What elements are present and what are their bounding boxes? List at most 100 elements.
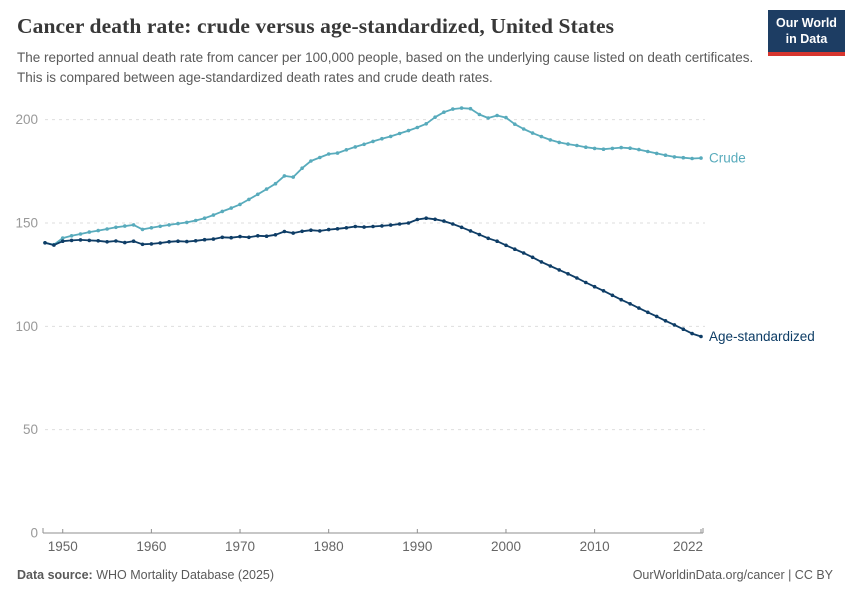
series-point-crude-2005 xyxy=(548,138,553,142)
series-end-label-crude: Crude xyxy=(709,151,746,166)
series-point-age-standardized-1956 xyxy=(114,239,118,243)
series-point-crude-1986 xyxy=(380,136,384,141)
series-point-age-standardized-1964 xyxy=(185,239,189,244)
series-point-age-standardized-1966 xyxy=(202,237,207,242)
series-point-age-standardized-1982 xyxy=(344,226,349,230)
series-point-crude-2001 xyxy=(513,122,517,126)
series-point-crude-1965 xyxy=(193,218,198,223)
series-point-age-standardized-2017 xyxy=(654,314,659,319)
series-point-age-standardized-2016 xyxy=(646,310,650,315)
data-source-label: Data source: xyxy=(17,568,93,582)
series-point-age-standardized-1963 xyxy=(176,239,180,243)
series-point-age-standardized-1953 xyxy=(87,238,92,243)
series-point-age-standardized-1995 xyxy=(459,225,464,230)
series-point-crude-2020 xyxy=(681,155,686,160)
series-point-crude-1979 xyxy=(318,155,322,160)
logo-line-2: in Data xyxy=(785,31,828,46)
series-point-age-standardized-1999 xyxy=(495,239,499,243)
series-point-age-standardized-1994 xyxy=(451,222,455,226)
series-point-crude-2012 xyxy=(610,146,615,151)
series-point-age-standardized-1951 xyxy=(69,238,74,243)
series-point-age-standardized-2015 xyxy=(637,306,641,310)
series-point-age-standardized-1996 xyxy=(468,229,473,233)
series-point-crude-1971 xyxy=(247,197,251,202)
series-point-crude-2021 xyxy=(690,156,694,161)
series-point-crude-2002 xyxy=(521,127,526,131)
series-point-crude-2013 xyxy=(619,145,623,150)
series-point-crude-2009 xyxy=(584,145,588,149)
series-point-age-standardized-1959 xyxy=(140,242,145,247)
series-point-age-standardized-1971 xyxy=(247,235,251,240)
series-point-age-standardized-1968 xyxy=(220,235,225,240)
series-point-crude-2018 xyxy=(663,153,668,157)
series-point-crude-1978 xyxy=(309,159,313,163)
series-point-crude-2016 xyxy=(646,149,650,154)
series-point-crude-2000 xyxy=(504,115,508,120)
series-point-crude-1957 xyxy=(123,224,127,228)
x-tick-label-1990: 1990 xyxy=(402,539,432,554)
series-point-crude-1963 xyxy=(176,221,180,226)
series-point-age-standardized-2008 xyxy=(575,276,579,280)
series-point-crude-1960 xyxy=(149,226,154,230)
series-point-age-standardized-1989 xyxy=(406,221,411,225)
series-point-crude-2004 xyxy=(539,134,544,139)
series-point-age-standardized-1979 xyxy=(318,229,322,233)
series-point-age-standardized-2020 xyxy=(681,327,686,332)
series-point-age-standardized-2012 xyxy=(610,293,615,298)
series-point-age-standardized-1972 xyxy=(255,234,260,238)
chart-header: Cancer death rate: crude versus age-stan… xyxy=(17,14,833,87)
series-point-age-standardized-1960 xyxy=(149,242,154,246)
series-point-age-standardized-2004 xyxy=(539,260,544,264)
series-point-age-standardized-1990 xyxy=(415,217,420,222)
series-point-crude-1987 xyxy=(388,134,393,139)
series-point-crude-2014 xyxy=(628,146,632,150)
series-point-age-standardized-2001 xyxy=(513,247,517,251)
series-point-age-standardized-1980 xyxy=(326,227,331,232)
series-point-crude-1966 xyxy=(202,216,207,220)
series-point-age-standardized-1993 xyxy=(442,219,446,223)
series-point-age-standardized-2010 xyxy=(592,284,597,289)
series-point-crude-1975 xyxy=(282,174,287,178)
x-tick-label-2000: 2000 xyxy=(491,539,521,554)
series-point-crude-2007 xyxy=(566,142,570,146)
series-point-age-standardized-1981 xyxy=(335,227,340,231)
series-point-crude-1964 xyxy=(185,220,189,225)
series-point-age-standardized-1978 xyxy=(309,228,313,232)
series-point-age-standardized-1988 xyxy=(397,222,402,226)
series-point-age-standardized-1986 xyxy=(380,224,384,228)
series-point-crude-1952 xyxy=(78,232,83,236)
series-point-age-standardized-1984 xyxy=(362,225,366,229)
series-point-age-standardized-1998 xyxy=(486,236,491,241)
series-point-crude-1977 xyxy=(300,166,304,170)
series-point-crude-1983 xyxy=(353,145,358,149)
series-point-age-standardized-1973 xyxy=(264,234,269,238)
series-point-crude-1969 xyxy=(229,206,233,210)
y-tick-label-0: 0 xyxy=(30,526,38,541)
series-end-label-age-standardized: Age-standardized xyxy=(709,329,815,344)
series-point-age-standardized-2022 xyxy=(699,334,703,339)
data-source: Data source: WHO Mortality Database (202… xyxy=(17,568,274,582)
series-point-crude-2011 xyxy=(601,147,606,151)
series-point-crude-1968 xyxy=(220,209,225,214)
series-point-crude-1976 xyxy=(291,175,296,179)
series-point-crude-1990 xyxy=(415,125,420,130)
series-point-crude-1953 xyxy=(87,230,92,234)
series-point-crude-1992 xyxy=(433,115,437,119)
series-point-age-standardized-1961 xyxy=(158,241,162,245)
series-point-age-standardized-1955 xyxy=(105,240,109,244)
series-point-crude-2006 xyxy=(557,140,561,145)
series-point-crude-1962 xyxy=(167,223,171,227)
series-point-age-standardized-1949 xyxy=(52,243,56,247)
y-tick-label-50: 50 xyxy=(23,422,38,437)
series-point-age-standardized-2013 xyxy=(619,297,623,302)
series-point-crude-1989 xyxy=(406,128,411,133)
series-point-crude-1955 xyxy=(105,227,109,231)
owid-logo: Our World in Data xyxy=(768,10,845,57)
series-point-age-standardized-1974 xyxy=(273,233,278,237)
series-point-age-standardized-1976 xyxy=(291,231,296,235)
series-line-crude xyxy=(44,107,702,246)
series-point-age-standardized-1970 xyxy=(238,234,242,239)
series-point-age-standardized-1962 xyxy=(167,240,171,244)
series-point-age-standardized-1954 xyxy=(96,239,100,243)
